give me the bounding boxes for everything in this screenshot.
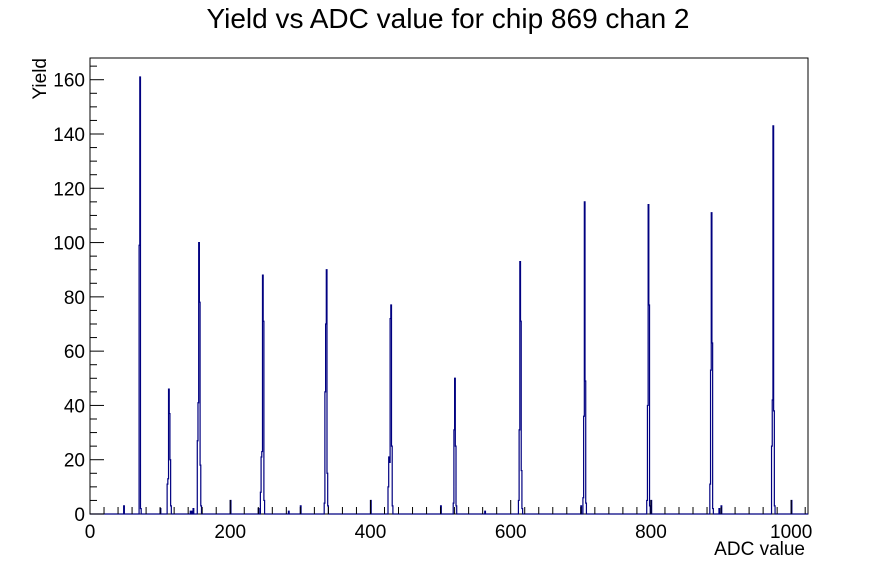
y-tick-label: 40 [64,396,85,417]
histogram-bin [391,305,392,514]
histogram-bin [197,441,198,514]
histogram-outline [90,76,808,515]
histogram-bin [124,506,125,514]
histogram-bin [711,213,712,514]
histogram-bin [388,487,389,514]
y-tick-label: 80 [64,288,85,309]
histogram-bin [649,305,650,514]
x-tick-label: 400 [355,522,387,543]
histogram-bin [193,509,194,514]
histogram-bin [200,465,201,514]
histogram-bin [772,446,773,514]
histogram-bars [90,76,808,515]
histogram-bin [168,479,169,514]
histogram-bin [140,77,141,514]
histogram-bin [263,321,264,514]
histogram-bin [192,511,193,514]
histogram-bin [326,324,327,514]
x-tick-label: 600 [495,522,527,543]
histogram-bin [262,452,263,514]
histogram-bin [712,343,713,514]
histogram-bin [201,506,202,514]
histogram-bin [199,302,200,514]
histogram-bin [264,500,265,514]
histogram-bin [583,498,584,514]
histogram-bin [140,509,141,514]
histogram-bin [327,473,328,514]
histogram-bin [710,484,711,514]
histogram-bin [519,430,520,514]
histogram-bin [288,511,289,514]
histogram-bin [647,405,648,514]
histogram-bin [170,460,171,514]
histogram-bin [455,446,456,514]
histogram-bin [522,509,523,514]
histogram-bin [455,378,456,514]
y-tick-label: 140 [53,125,85,146]
histogram-bin [454,430,455,514]
histogram-bin [584,416,585,514]
histogram-bin [260,492,261,514]
histogram-bin [650,506,651,514]
histogram-bin [392,506,393,514]
y-tick-label: 100 [53,234,85,255]
histogram-bin [325,392,326,514]
histogram-bin [326,270,327,514]
histogram-bin [199,243,200,514]
histogram-bin [169,389,170,514]
histogram-bin [774,506,775,514]
histogram-bin [390,319,391,514]
histogram-bin [261,457,262,514]
histogram-bin [171,506,172,514]
histogram-bin [713,509,714,514]
histogram-bin [774,411,775,514]
y-axis-label: Yield [30,58,51,100]
plot-frame [89,57,809,515]
x-axis-label: ADC value [714,539,805,560]
y-tick-label: 120 [53,179,85,200]
histogram-bin [719,509,720,514]
x-tick-label: 0 [85,522,96,543]
histogram-bin [324,503,325,514]
histogram-bin [198,403,199,514]
histogram-bin [453,503,454,514]
histogram-bin [521,321,522,514]
histogram-bin [456,506,457,514]
y-tick-label: 160 [53,71,85,92]
histogram-bin [648,205,649,514]
histogram-bin [586,503,587,514]
x-tick-label: 200 [214,522,246,543]
histogram-bin [167,484,168,514]
histogram-bin [772,400,773,514]
axes: 0 200 400 600 800 1000 0 20 40 60 80 100 120 140 160 [53,65,812,543]
x-tick-label: 800 [635,522,667,543]
histogram-bin [169,414,170,514]
x-tick-label: 1000 [770,522,812,543]
histogram-bin [392,446,393,514]
histogram-bin [520,262,521,514]
chart-title: Yield vs ADC value for chip 869 chan 2 [206,3,689,34]
histogram-bin [647,500,648,514]
histogram-bin [262,275,263,514]
histogram-bin [485,511,486,514]
histogram-bin [389,462,390,514]
histogram-bin [711,370,712,514]
histogram-bin [518,500,519,514]
histogram-bin [521,471,522,514]
y-tick-label: 20 [64,451,85,472]
y-tick-label: 60 [64,342,85,363]
histogram-bin [585,381,586,514]
histogram-bin [190,511,191,514]
histogram-bin [773,126,774,514]
histogram-bin [389,457,390,514]
histogram-bin [139,245,140,514]
y-tick-label: 0 [74,505,85,526]
histogram-bin [584,202,585,514]
plot-area [89,57,809,515]
